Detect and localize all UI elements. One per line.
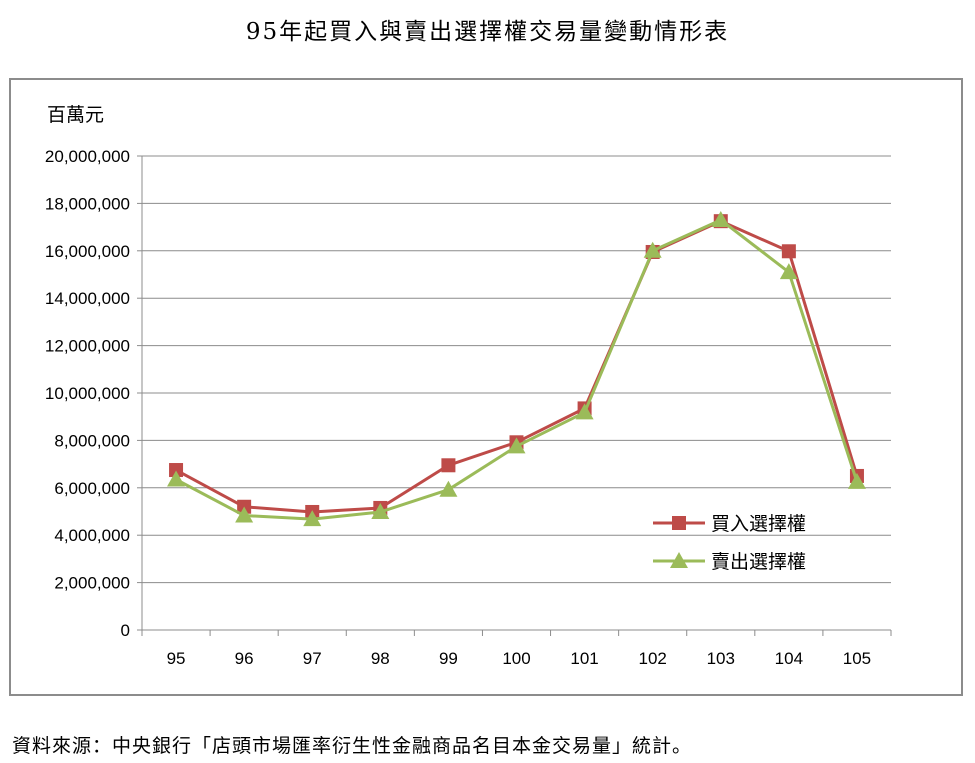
legend-marker xyxy=(672,516,686,530)
legend-label: 賣出選擇權 xyxy=(711,551,806,573)
series-1 xyxy=(169,214,864,519)
data-point xyxy=(439,480,458,497)
data-point xyxy=(575,403,594,420)
data-point xyxy=(507,437,526,454)
series-line xyxy=(175,218,859,521)
data-point xyxy=(781,244,796,259)
y-tick-label: 0 xyxy=(121,621,130,640)
data-point xyxy=(169,463,184,478)
y-tick-label: 2,000,000 xyxy=(54,574,130,593)
y-axis-label: 百萬元 xyxy=(47,104,104,126)
series-line xyxy=(175,219,859,514)
x-tick-label: 98 xyxy=(371,649,390,668)
data-point xyxy=(235,506,254,523)
data-point xyxy=(643,241,662,258)
x-tick-label: 104 xyxy=(775,649,803,668)
legend-label: 買入選擇權 xyxy=(711,513,806,535)
x-tick-label: 105 xyxy=(843,649,871,668)
y-tick-label: 6,000,000 xyxy=(54,479,130,498)
y-tick-label: 20,000,000 xyxy=(45,147,130,166)
y-tick-label: 16,000,000 xyxy=(45,242,130,261)
data-point xyxy=(441,458,456,473)
y-tick-label: 12,000,000 xyxy=(45,337,130,356)
x-tick-label: 96 xyxy=(235,649,254,668)
data-point xyxy=(303,510,322,527)
x-tick-label: 97 xyxy=(303,649,322,668)
x-tick-label: 103 xyxy=(707,649,735,668)
data-point xyxy=(167,470,186,487)
page-title: 95年起買入與賣出選擇權交易量變動情形表 xyxy=(245,19,730,45)
source-note: 資料來源：中央銀行「店頭市場匯率衍生性金融商品名目本金交易量」統計。 xyxy=(12,735,693,757)
series-2 xyxy=(167,210,866,527)
data-point xyxy=(847,472,866,489)
legend-marker xyxy=(670,552,688,568)
x-tick-label: 100 xyxy=(502,649,530,668)
chart-frame: 百萬元 0 2,000,000 4,000,000 6,000,000 8,000,000… xyxy=(9,78,963,696)
x-tick-label: 95 xyxy=(167,649,186,668)
line-chart: 百萬元 0 2,000,000 4,000,000 6,000,000 8,000,000… xyxy=(45,104,892,668)
y-tick-label: 4,000,000 xyxy=(54,526,130,545)
x-tick-label: 101 xyxy=(570,649,598,668)
y-tick-label: 14,000,000 xyxy=(45,289,130,308)
data-point xyxy=(371,502,390,519)
y-tick-label: 8,000,000 xyxy=(54,431,130,450)
y-tick-label: 18,000,000 xyxy=(45,194,130,213)
data-point xyxy=(779,263,798,280)
data-point xyxy=(711,210,730,227)
x-tick-label: 102 xyxy=(638,649,666,668)
y-tick-label: 10,000,000 xyxy=(45,384,130,403)
x-tick-label: 99 xyxy=(439,649,458,668)
